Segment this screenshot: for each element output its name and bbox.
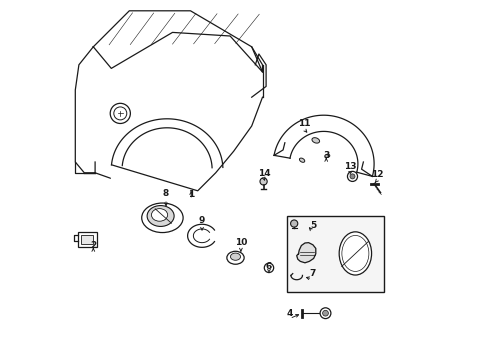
Ellipse shape (147, 206, 174, 226)
Ellipse shape (339, 232, 371, 275)
Circle shape (347, 171, 357, 181)
Ellipse shape (299, 158, 304, 162)
Text: 12: 12 (370, 170, 383, 179)
Circle shape (264, 263, 273, 273)
Circle shape (110, 103, 130, 123)
Text: 7: 7 (308, 269, 315, 278)
Circle shape (260, 178, 266, 185)
Circle shape (349, 174, 354, 179)
Text: 8: 8 (163, 189, 169, 198)
Polygon shape (93, 11, 262, 72)
Text: 3: 3 (323, 151, 329, 160)
Text: 13: 13 (344, 162, 356, 171)
Bar (78, 232, 96, 247)
Ellipse shape (226, 251, 244, 264)
Circle shape (322, 310, 328, 316)
Bar (81, 235, 93, 244)
Polygon shape (111, 119, 223, 202)
Text: 4: 4 (286, 309, 292, 318)
Ellipse shape (142, 203, 183, 233)
Circle shape (320, 308, 330, 319)
Text: 9: 9 (199, 216, 205, 225)
Text: 11: 11 (297, 119, 309, 128)
Text: 14: 14 (258, 169, 270, 178)
Bar (286, 216, 384, 292)
Text: 1: 1 (188, 190, 194, 199)
Text: 2: 2 (90, 241, 96, 250)
Text: 10: 10 (234, 238, 246, 247)
Ellipse shape (324, 154, 329, 158)
Circle shape (290, 220, 297, 227)
Text: 6: 6 (265, 262, 271, 271)
Text: 5: 5 (309, 221, 315, 230)
Polygon shape (296, 243, 315, 263)
Ellipse shape (230, 253, 240, 260)
Ellipse shape (311, 138, 319, 143)
Ellipse shape (151, 208, 167, 221)
